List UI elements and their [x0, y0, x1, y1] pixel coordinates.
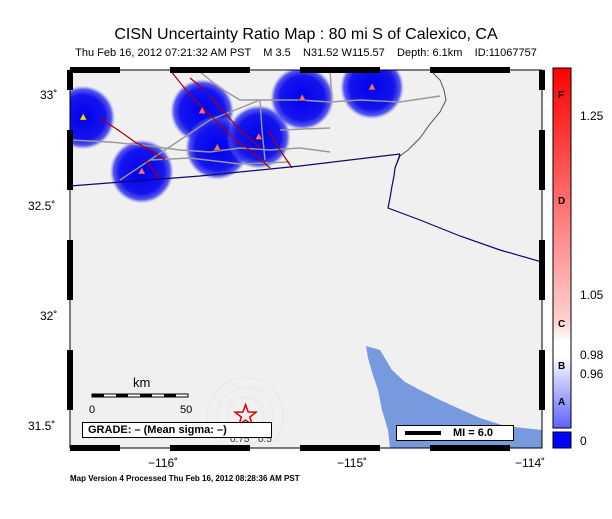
faults: [99, 70, 293, 179]
station-triangle-icon[interactable]: [298, 93, 307, 101]
event-location: N31.52 W115.57: [303, 47, 385, 59]
colorbar-letter-c: C: [558, 319, 566, 330]
mi-legend: MI = 6.0: [396, 425, 514, 441]
station-triangle-icon[interactable]: [254, 132, 263, 140]
colorbar-letter-d: D: [558, 196, 566, 207]
map-features: [70, 70, 542, 448]
station-triangle-icon[interactable]: [198, 106, 206, 114]
contour-label-0-75: 0.75: [230, 434, 250, 445]
gulf-water: [366, 346, 542, 448]
event-id: ID:11067757: [474, 47, 537, 59]
lon-label-114: −114˚: [515, 456, 546, 470]
station-coverage-blob: [340, 70, 405, 120]
colorbar-zero-swatch: [552, 431, 572, 449]
colorbar-letter-b: B: [558, 361, 566, 372]
lon-label-116: −116˚: [148, 456, 179, 470]
event-magnitude: M 3.5: [263, 47, 291, 59]
map-land: [70, 70, 542, 448]
lat-label-32: 32˚: [40, 309, 58, 323]
station-triangle-icon[interactable]: [137, 167, 146, 175]
colorbar-letter-a: A: [558, 397, 566, 408]
scale-bar-unit: km: [133, 375, 151, 390]
scale-bar-tick-start: 0: [89, 404, 96, 416]
map-footer: Map Version 4 Processed Thu Feb 16, 2012…: [70, 474, 300, 483]
event-date: Thu Feb 16, 2012 07:21:32 AM PST: [75, 47, 252, 59]
state-border: [70, 153, 542, 263]
grade-box: GRADE: – (Mean sigma: –): [82, 422, 272, 438]
event-depth: Depth: 6.1km: [397, 47, 463, 59]
station-coverage-blob: [70, 85, 116, 150]
mi-legend-bar: [405, 431, 441, 435]
epicenter-star[interactable]: [232, 402, 259, 427]
colorbar-value-0-98: 0.98: [580, 348, 604, 362]
stations: [79, 82, 376, 175]
colorbar-value-0-96: 0.96: [580, 367, 604, 381]
coastline-boundary: [394, 70, 447, 169]
colorbar-gradient: [552, 67, 572, 429]
event-subtitle: Thu Feb 16, 2012 07:21:32 AM PST M 3.5 N…: [0, 47, 612, 59]
contour-label-0-5: 0.5: [258, 434, 272, 445]
colorbar-value-1-25: 1.25: [580, 109, 604, 123]
station-triangle-icon[interactable]: [79, 113, 88, 121]
mi-legend-text: MI = 6.0: [453, 427, 494, 439]
colorbar-letter-f: F: [558, 90, 565, 101]
frame-ticks: [67, 67, 545, 451]
lat-label-31-5: 31.5˚: [28, 419, 56, 433]
lon-label-115: −115˚: [337, 456, 368, 470]
station-triangle-icon[interactable]: [213, 143, 222, 151]
lat-label-32-5: 32.5˚: [28, 199, 56, 213]
lat-label-33: 33˚: [40, 88, 58, 102]
scale-bar-tick-end: 50: [180, 404, 193, 416]
colorbar-value-1-05: 1.05: [580, 288, 604, 302]
scale-bar: [91, 393, 189, 398]
colorbar-value-0: 0: [580, 434, 587, 448]
station-triangle-icon[interactable]: [368, 82, 376, 90]
map-title: CISN Uncertainty Ratio Map : 80 mi S of …: [114, 26, 498, 43]
